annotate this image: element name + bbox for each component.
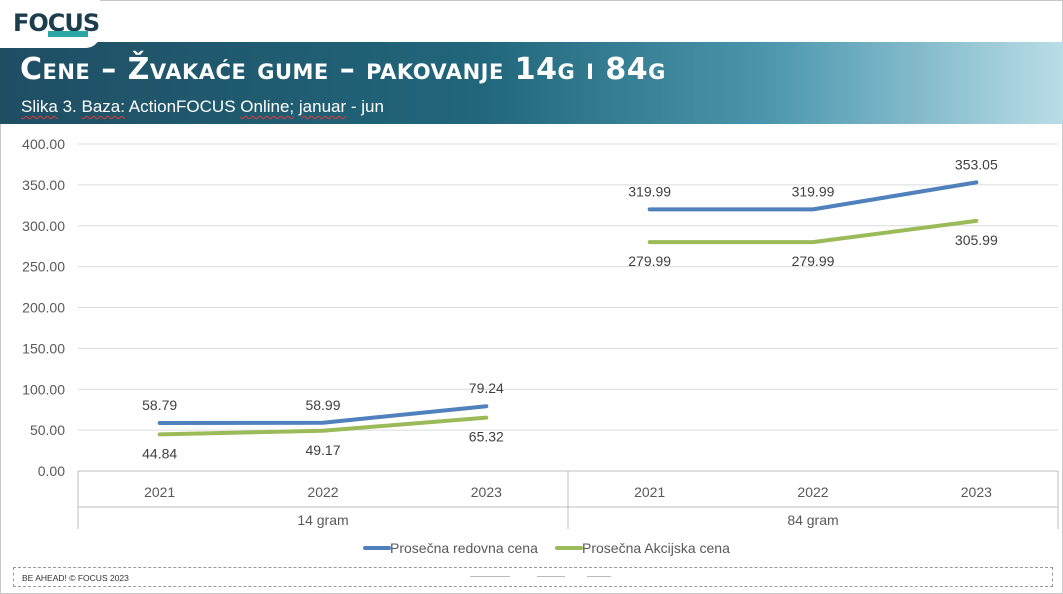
footer-text: BE AHEAD! © FOCUS 2023 <box>22 573 129 583</box>
subtitle-word: - jun <box>350 97 384 116</box>
footer-mark <box>470 570 510 577</box>
x-tick-label: 2021 <box>144 484 175 500</box>
subtitle-word: Slika <box>21 97 58 116</box>
data-label: 319.99 <box>628 183 671 199</box>
title-banner <box>0 42 1063 124</box>
data-label: 58.99 <box>305 397 340 413</box>
logo-accent-bar <box>48 31 88 37</box>
page-subtitle: Slika 3. Baza: ActionFOCUS Online; janua… <box>21 97 384 117</box>
data-label: 65.32 <box>469 429 504 445</box>
subtitle-word: ActionFOCUS <box>128 97 236 116</box>
data-label: 79.24 <box>469 380 504 396</box>
y-tick-label: 400.00 <box>22 136 65 152</box>
y-tick-label: 50.00 <box>30 422 65 438</box>
y-tick-label: 150.00 <box>22 340 65 356</box>
y-tick-label: 250.00 <box>22 259 65 275</box>
group-label: 14 gram <box>297 512 348 528</box>
focus-logo: FOCUS <box>0 0 100 48</box>
legend-label: Prosečna Akcijska cena <box>582 540 730 556</box>
footer-mark <box>587 570 611 577</box>
series-line <box>157 415 489 437</box>
y-tick-label: 350.00 <box>22 177 65 193</box>
page-title: Cene – Žvakaće gume – pakovanje 14g i 84… <box>20 52 666 87</box>
data-label: 49.17 <box>305 442 340 458</box>
series-line <box>647 218 979 245</box>
data-label: 279.99 <box>628 253 671 269</box>
footer-bar: BE AHEAD! © FOCUS 2023 <box>13 567 1053 587</box>
y-tick-label: 100.00 <box>22 381 65 397</box>
y-tick-label: 0.00 <box>38 463 65 479</box>
data-label: 305.99 <box>955 232 998 248</box>
data-label: 353.05 <box>955 156 998 172</box>
series-line <box>647 180 979 212</box>
data-label: 279.99 <box>792 253 835 269</box>
line-chart: 0.00 50.00 100.00 150.00 200.00 250.00 300.00 3… <box>22 136 1059 556</box>
legend-label: Prosečna redovna cena <box>390 540 538 556</box>
y-tick-label: 300.00 <box>22 218 65 234</box>
series-line <box>157 404 489 425</box>
footer-mark <box>537 570 565 577</box>
data-label: 44.84 <box>142 445 177 461</box>
x-tick-label: 2023 <box>471 484 502 500</box>
subtitle-word: januar <box>298 97 347 116</box>
data-label: 58.79 <box>142 397 177 413</box>
x-tick-label: 2022 <box>797 484 828 500</box>
x-tick-label: 2022 <box>307 484 338 500</box>
data-label: 319.99 <box>792 183 835 199</box>
group-label: 84 gram <box>787 512 838 528</box>
subtitle-word: Baza: <box>81 97 125 116</box>
subtitle-word: Online; <box>240 97 295 116</box>
subtitle-word: 3. <box>62 97 77 116</box>
x-tick-label: 2021 <box>634 484 665 500</box>
y-tick-label: 200.00 <box>22 300 65 316</box>
x-tick-label: 2023 <box>961 484 992 500</box>
